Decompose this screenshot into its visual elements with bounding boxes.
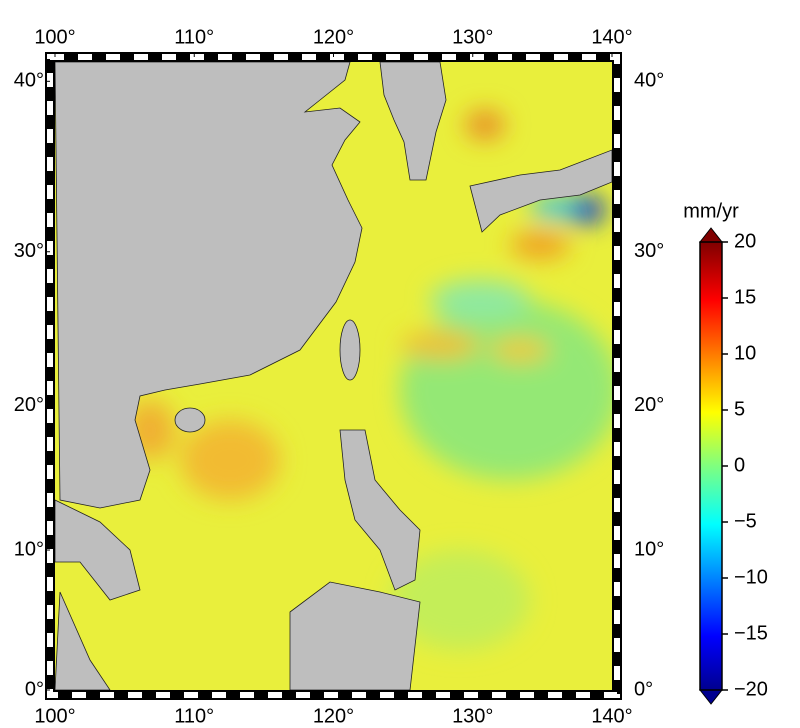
lat-label-left: 10° [14, 538, 44, 560]
colorbar-top-arrow [698, 227, 724, 243]
colorbar-tick-label: −10 [734, 566, 768, 588]
lon-label-bottom: 120° [313, 705, 354, 727]
lat-label-left: 0° [25, 678, 44, 700]
lat-label-right: 30° [634, 240, 664, 262]
lon-label-top: 100° [34, 26, 75, 48]
colorbar-tick-label: −20 [734, 678, 768, 700]
lon-label-bottom: 110° [174, 705, 214, 727]
colorbar-tick-label: 20 [734, 230, 756, 252]
lon-label-bottom: 140° [591, 705, 632, 727]
colorbar [699, 241, 723, 691]
land [55, 62, 612, 690]
lat-label-left: 40° [14, 70, 44, 92]
lon-label-top: 120° [313, 26, 354, 48]
lat-label-right: 20° [634, 394, 664, 416]
lat-label-left: 20° [14, 394, 44, 416]
colorbar-bottom-arrow [698, 689, 724, 705]
colorbar-unit: mm/yr [683, 200, 739, 222]
lon-label-top: 140° [591, 26, 632, 48]
colorbar-tick-label: 0 [734, 454, 745, 476]
lon-label-top: 110° [174, 26, 214, 48]
ocean-anomalies [125, 110, 612, 650]
colorbar-tick-label: 5 [734, 398, 745, 420]
lon-label-top: 130° [452, 26, 493, 48]
colorbar-tick-label: 15 [734, 286, 756, 308]
colorbar-tick-label: −5 [734, 510, 757, 532]
lon-label-bottom: 130° [452, 705, 493, 727]
lat-label-right: 10° [634, 538, 664, 560]
lat-label-right: 0° [634, 678, 653, 700]
colorbar-tick-label: −15 [734, 622, 768, 644]
map-area [55, 62, 612, 690]
lon-label-bottom: 100° [34, 705, 75, 727]
lat-label-right: 40° [634, 70, 664, 92]
colorbar-tick-label: 10 [734, 342, 756, 364]
lat-label-left: 30° [14, 240, 44, 262]
